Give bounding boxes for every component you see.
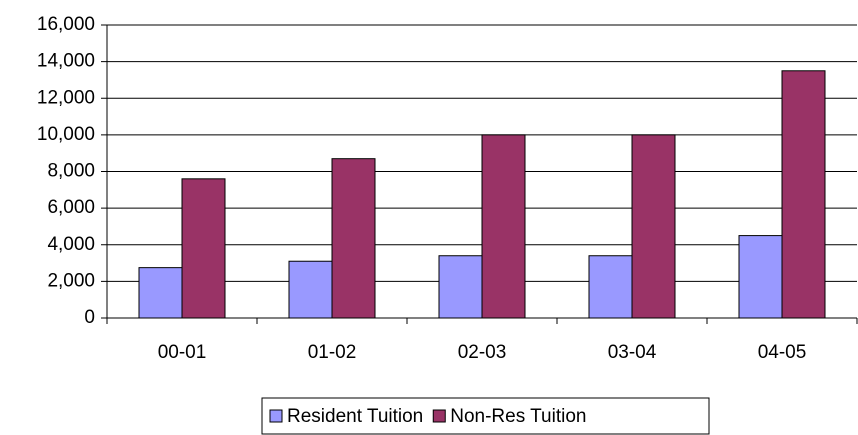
y-tick-label: 6,000: [47, 197, 95, 218]
bar: [288, 260, 333, 319]
y-tick-label: 0: [84, 307, 95, 328]
x-tick-label: 04-05: [758, 342, 807, 363]
bar: [138, 267, 183, 319]
legend-label: Resident Tuition: [287, 406, 423, 427]
legend-box: [261, 397, 710, 435]
bar: [738, 235, 783, 319]
bar: [331, 158, 376, 319]
y-tick-label: 4,000: [47, 234, 95, 255]
bar: [781, 70, 826, 319]
bar: [588, 255, 633, 319]
bar: [631, 134, 676, 319]
y-tick-label: 10,000: [37, 124, 95, 145]
bar: [181, 178, 226, 319]
x-tick-label: 00-01: [158, 342, 207, 363]
y-tick-label: 12,000: [37, 87, 95, 108]
bar: [481, 134, 526, 319]
y-tick-label: 16,000: [37, 14, 95, 35]
x-tick-label: 02-03: [458, 342, 507, 363]
bar: [438, 255, 483, 319]
x-tick-label: 01-02: [308, 342, 357, 363]
y-tick-label: 8,000: [47, 161, 95, 182]
y-tick-label: 2,000: [47, 270, 95, 291]
legend-swatch: [432, 409, 446, 423]
legend-swatch: [269, 409, 283, 423]
x-tick-label: 03-04: [608, 342, 657, 363]
y-tick-label: 14,000: [37, 51, 95, 72]
legend-label: Non-Res Tuition: [450, 406, 586, 427]
